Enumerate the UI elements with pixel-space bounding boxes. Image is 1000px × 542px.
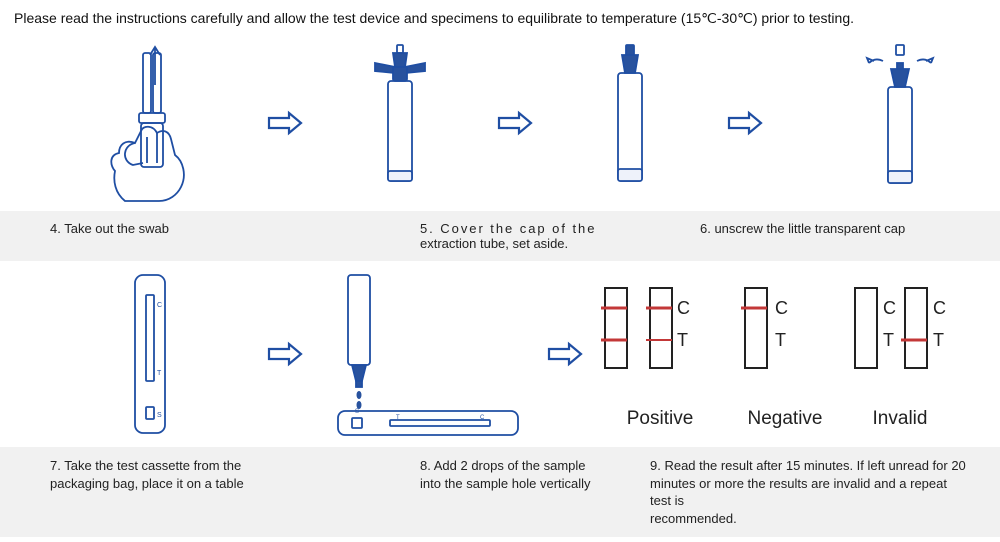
diagram-row-2: C T S S T <box>0 261 1000 447</box>
step6-figure <box>770 43 1000 203</box>
step5-figure-b <box>540 43 720 203</box>
svg-text:C: C <box>933 298 946 318</box>
svg-text:C: C <box>157 302 162 309</box>
svg-text:T: T <box>157 370 162 377</box>
svg-text:C: C <box>480 415 485 421</box>
step7-figure: C T S <box>40 269 260 439</box>
label-positive: Positive <box>595 408 725 430</box>
caption-row-1: 4. Take out the swab 5. Cover the cap of… <box>0 211 1000 261</box>
caption-step5: 5. Cover the cap of the extraction tube,… <box>370 221 650 251</box>
result-labels: Positive Negative Invalid <box>595 408 975 430</box>
svg-text:T: T <box>883 330 894 350</box>
caption-step7: 7. Take the test cassette from the packa… <box>0 457 370 527</box>
svg-text:T: T <box>933 330 944 350</box>
step9-figure: C T C T C T <box>590 269 980 439</box>
step4-figure <box>40 43 260 203</box>
arrow-2 <box>490 43 540 203</box>
instruction-header: Please read the instructions carefully a… <box>0 0 1000 35</box>
svg-text:C: C <box>775 298 788 318</box>
caption-row-2: 7. Take the test cassette from the packa… <box>0 447 1000 537</box>
svg-text:C: C <box>883 298 896 318</box>
svg-text:T: T <box>775 330 786 350</box>
caption-step6: 6. unscrew the little transparent cap <box>650 221 1000 251</box>
svg-text:T: T <box>396 415 400 421</box>
svg-text:S: S <box>157 412 162 419</box>
svg-text:T: T <box>677 330 688 350</box>
label-invalid: Invalid <box>845 408 955 430</box>
step8-figure: S T C <box>310 269 540 439</box>
label-negative: Negative <box>725 408 845 430</box>
arrow-1 <box>260 43 310 203</box>
arrow-4 <box>260 269 310 439</box>
arrow-3 <box>720 43 770 203</box>
step5-figure-a <box>310 43 490 203</box>
svg-text:S: S <box>355 409 359 415</box>
caption-step8: 8. Add 2 drops of the sample into the sa… <box>370 457 640 527</box>
arrow-5 <box>540 269 590 439</box>
caption-step4: 4. Take out the swab <box>0 221 370 251</box>
diagram-row-1 <box>0 35 1000 211</box>
svg-text:C: C <box>677 298 690 318</box>
caption-step9: 9. Read the result after 15 minutes. If … <box>640 457 1000 527</box>
